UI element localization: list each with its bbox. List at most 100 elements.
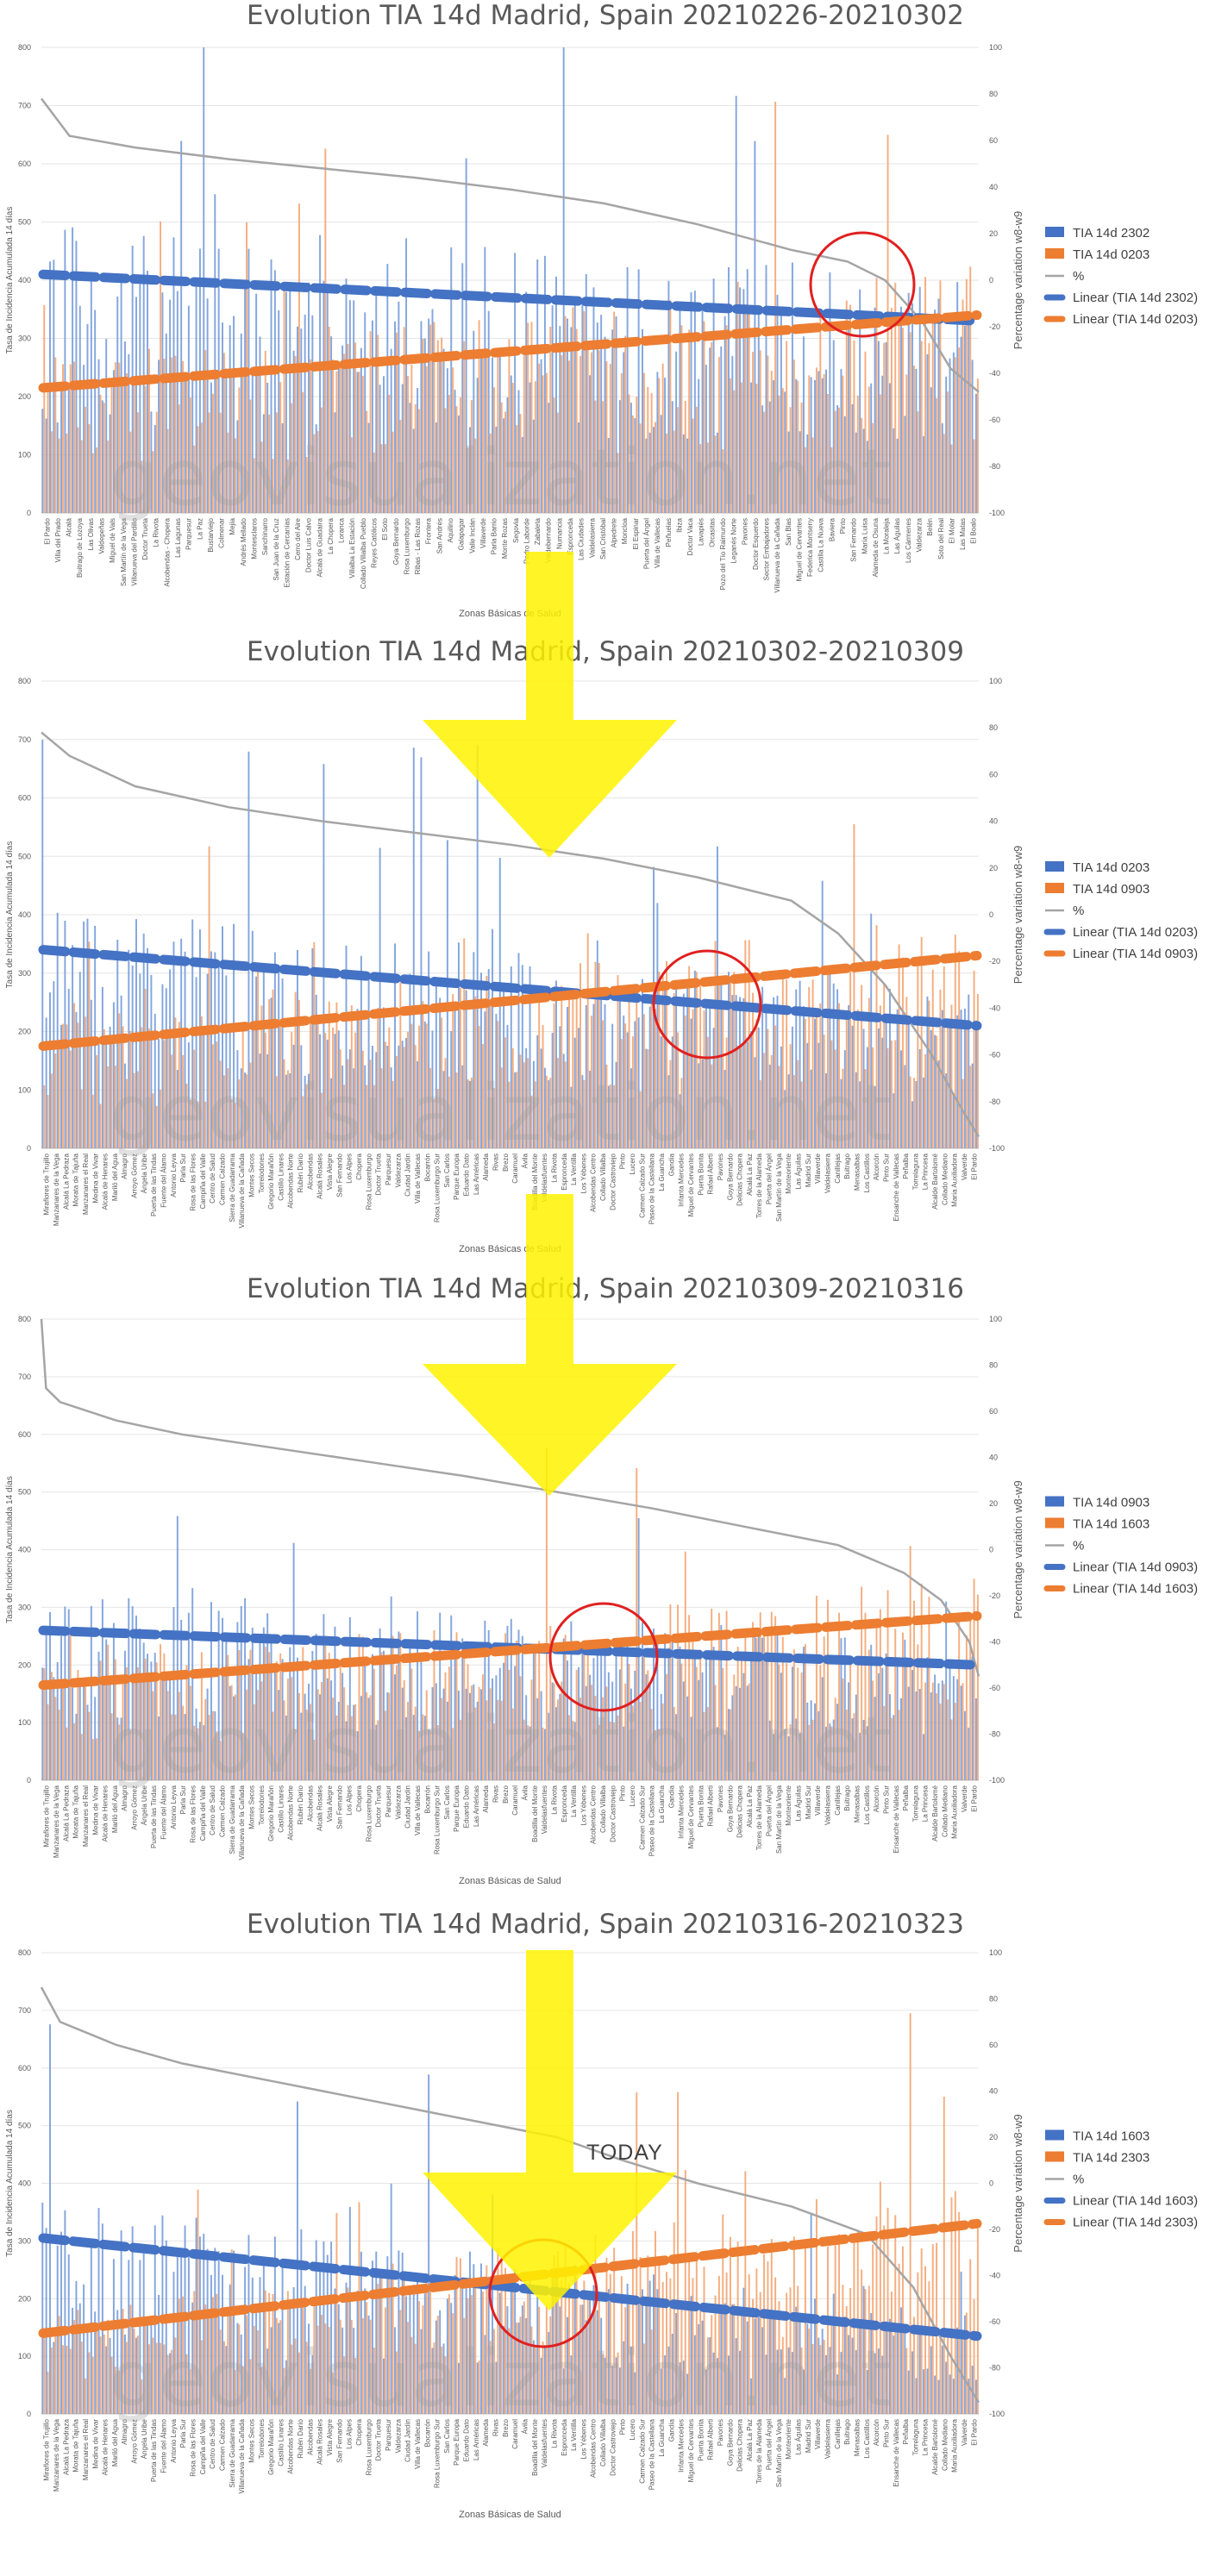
category-label: Rosa Luxemburgo Sur bbox=[434, 1154, 442, 1222]
category-label: Loranca bbox=[338, 517, 346, 542]
category-label: Alcobendas Norte bbox=[287, 1785, 295, 1840]
category-label: San Carlos bbox=[443, 2419, 451, 2454]
y2-tick-label: 80 bbox=[989, 1361, 998, 1370]
y2-tick-label: -40 bbox=[989, 1638, 1000, 1647]
category-label: Villanueva de la Cañada bbox=[238, 1153, 246, 1228]
category-label: Castillo Linares bbox=[277, 1785, 285, 1833]
y-tick-label: 500 bbox=[18, 852, 31, 860]
y2-tick-label: -60 bbox=[989, 416, 1000, 424]
category-label: Alcobendas Norte bbox=[287, 1153, 295, 1208]
category-label: Canillejas bbox=[834, 1154, 842, 1184]
category-label: Alcobendas Centro bbox=[590, 2418, 598, 2478]
category-label: Caramuel bbox=[511, 2419, 519, 2449]
category-label: Miraflores de Trujillo bbox=[43, 1153, 51, 1215]
category-label: Rosa de las Flores bbox=[190, 2419, 197, 2477]
category-label: Los Castillos bbox=[863, 1154, 871, 1192]
category-label: Parquesur bbox=[385, 1154, 392, 1185]
y2-tick-label: -60 bbox=[989, 1684, 1000, 1692]
category-label: Villanueva de la Cañada bbox=[238, 1785, 246, 1860]
category-label: La Paz bbox=[196, 518, 204, 540]
category-label: Carmen Calzado bbox=[219, 1785, 227, 1837]
y2-tick-label: 100 bbox=[989, 1948, 1002, 1957]
category-label: Manzanares de la Vega bbox=[53, 2418, 60, 2492]
y2-tick-label: -40 bbox=[989, 2272, 1000, 2280]
category-label: Parquesur bbox=[385, 2419, 392, 2451]
category-label: Villa de Vallecas bbox=[414, 1154, 422, 1204]
category-label: Baviera bbox=[828, 517, 836, 541]
category-label: Doctor Castroviejo bbox=[609, 2418, 617, 2475]
y-tick-label: 300 bbox=[18, 335, 31, 343]
category-label: Menasalbas bbox=[854, 2419, 861, 2456]
category-label: Aquilino bbox=[447, 517, 454, 542]
category-label: El Molar bbox=[948, 518, 955, 544]
category-label: Campiña del Valle bbox=[199, 2418, 207, 2474]
category-label: El Soto bbox=[381, 517, 389, 540]
y2-tick-label: 20 bbox=[989, 2133, 998, 2141]
category-label: Rosa Luxemburgo bbox=[403, 517, 410, 574]
category-label: Las Américas bbox=[473, 1785, 480, 1827]
category-label: Paseo de la Castellana bbox=[648, 2418, 656, 2490]
category-label: Ángela Uribe bbox=[141, 1785, 148, 1825]
category-label: Parla Sur bbox=[179, 1785, 187, 1815]
arrow-head bbox=[423, 1364, 677, 1496]
category-label: Bocarrón bbox=[423, 1154, 431, 1181]
category-label: San Andrés bbox=[435, 518, 443, 553]
y-tick-label: 0 bbox=[27, 1144, 31, 1153]
category-label: Torrelaguna bbox=[911, 1785, 919, 1822]
category-label: Rivas bbox=[492, 1154, 500, 1171]
category-label: Carmen Calzado Sur bbox=[638, 1785, 646, 1850]
legend-swatch-bar bbox=[1045, 227, 1064, 237]
chart-panel-4: Evolution TIA 14d Madrid, Spain 20210316… bbox=[5, 1909, 1198, 2520]
y2-tick-label: 20 bbox=[989, 1499, 998, 1508]
category-label: Rubén Darío bbox=[297, 1153, 304, 1192]
category-label: Antonio Leyva bbox=[170, 1785, 178, 1829]
watermark: geovisualization.net bbox=[110, 433, 891, 523]
category-label: Arroyo Gómez bbox=[131, 2419, 139, 2464]
category-label: Alameda bbox=[482, 1153, 490, 1180]
legend-entry: TIA 14d 0203 bbox=[1073, 247, 1149, 262]
category-label: Peñalba bbox=[902, 1153, 910, 1179]
y2-tick-label: -20 bbox=[989, 957, 1000, 966]
legend-entry: Linear (TIA 14d 2303) bbox=[1073, 2216, 1198, 2230]
chart-panel-1: Evolution TIA 14d Madrid, Spain 20210226… bbox=[5, 0, 1198, 619]
y2-tick-label: -20 bbox=[989, 1591, 1000, 1600]
y2-axis-label: Percentage variation w8-w9 bbox=[1012, 211, 1024, 349]
category-label: San Martín de la Vega bbox=[775, 1785, 783, 1854]
chart-title: Evolution TIA 14d Madrid, Spain 20210226… bbox=[247, 0, 964, 31]
category-label: Pozo del Tío Raimundo bbox=[719, 517, 727, 590]
category-label: Brezo bbox=[502, 2418, 510, 2436]
category-label: Parquesur bbox=[185, 518, 193, 550]
category-label: Miguel de Cervantes bbox=[687, 2419, 695, 2482]
legend-entry: TIA 14d 2302 bbox=[1073, 226, 1149, 241]
category-label: Centro de Salud bbox=[209, 2419, 216, 2469]
category-label: Monte Rozas bbox=[501, 518, 509, 559]
legend-swatch-bar bbox=[1045, 2151, 1064, 2162]
category-label: María Auxiliadora bbox=[951, 2418, 959, 2472]
category-label: Ciudad Jardín bbox=[404, 2419, 412, 2462]
legend-entry: Linear (TIA 14d 0903) bbox=[1073, 1560, 1198, 1575]
category-label: Ávila bbox=[522, 1153, 529, 1168]
category-label: Medina de Vivar bbox=[91, 1154, 99, 1204]
category-label: Torres de la Alameda bbox=[755, 2418, 763, 2484]
category-label: Las Águilas bbox=[893, 518, 901, 553]
category-label: Pinto bbox=[839, 517, 847, 534]
category-label: Goya Bernardo bbox=[726, 1153, 734, 1200]
category-label: Alcalá de Henares bbox=[102, 1154, 110, 1210]
y-tick-label: 700 bbox=[18, 735, 31, 744]
legend-entry: % bbox=[1073, 1539, 1084, 1554]
trend-line-orange bbox=[38, 1610, 982, 1691]
category-label: Menasalbas bbox=[854, 1785, 861, 1823]
category-label: Goya Bernardo bbox=[392, 517, 400, 565]
category-label: Rubén Darío bbox=[297, 2418, 304, 2458]
category-label: Espronceda bbox=[561, 2418, 568, 2455]
legend-entry: TIA 14d 0903 bbox=[1073, 882, 1149, 897]
category-label: Monteoriente bbox=[785, 1785, 792, 1825]
category-label: Manzanares de la Vega bbox=[53, 1785, 60, 1858]
category-label: Alcalá La Pedraza bbox=[62, 1153, 70, 1209]
category-label: Villanueva de la Cañada bbox=[238, 2418, 246, 2493]
y2-tick-label: 60 bbox=[989, 770, 998, 778]
y-tick-label: 600 bbox=[18, 794, 31, 803]
chart-title: Evolution TIA 14d Madrid, Spain 20210302… bbox=[247, 636, 964, 667]
category-label: Pinto bbox=[619, 1153, 627, 1169]
category-label: Alcalá Rosales bbox=[316, 2419, 324, 2465]
